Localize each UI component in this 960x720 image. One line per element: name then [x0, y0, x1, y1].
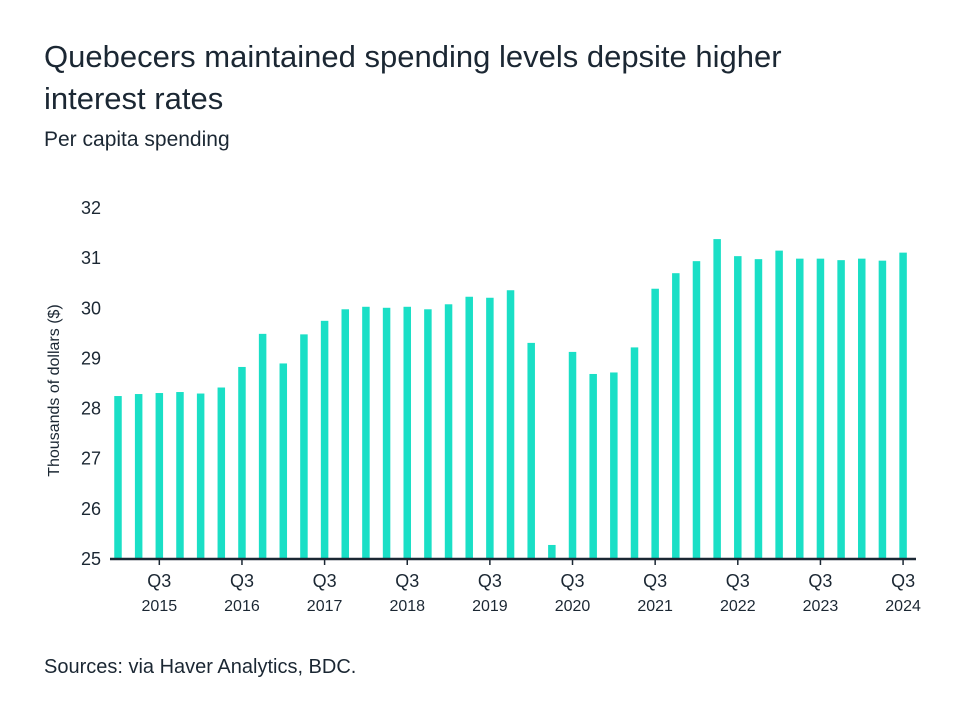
bar	[692, 261, 701, 558]
bar	[424, 309, 432, 558]
bar	[155, 393, 164, 558]
chart-title: Quebecers maintained spending levels dep…	[44, 39, 782, 116]
x-tick-year: 2020	[555, 598, 591, 615]
bar	[217, 387, 226, 558]
bar	[196, 393, 205, 558]
bar	[754, 259, 763, 558]
bar	[238, 366, 246, 558]
x-tick-quarter: Q3	[726, 571, 750, 591]
bar	[444, 304, 453, 558]
bar	[878, 260, 887, 558]
x-tick-year: 2022	[720, 598, 756, 615]
bar	[713, 239, 721, 558]
y-tick-label: 32	[81, 198, 101, 218]
bar	[258, 333, 267, 558]
x-tick-quarter: Q3	[808, 571, 832, 591]
x-tick-quarter: Q3	[313, 571, 337, 591]
x-tick-year: 2016	[224, 598, 260, 615]
bar	[320, 320, 329, 558]
bar	[527, 342, 535, 558]
x-tick-year: 2024	[885, 598, 921, 615]
x-tick-year: 2019	[472, 598, 508, 615]
bar	[630, 347, 639, 558]
bar	[548, 544, 556, 558]
bar	[610, 372, 618, 558]
x-tick-year: 2023	[803, 598, 839, 615]
bar	[858, 258, 866, 558]
bar	[341, 309, 350, 558]
y-tick-label: 26	[81, 499, 101, 519]
y-tick-label: 31	[81, 248, 101, 268]
bar	[734, 256, 742, 558]
bar	[506, 290, 515, 558]
bar	[382, 307, 391, 558]
y-tick-label: 25	[81, 549, 101, 569]
bar	[816, 258, 825, 558]
x-tick-year: 2021	[637, 598, 673, 615]
bar	[465, 296, 473, 558]
y-tick-label: 27	[81, 449, 101, 469]
bar	[672, 273, 680, 558]
y-tick-label: 29	[81, 348, 101, 368]
x-tick-quarter: Q3	[561, 571, 585, 591]
x-tick-quarter: Q3	[147, 571, 171, 591]
bar	[837, 260, 845, 558]
y-tick-label: 28	[81, 399, 101, 419]
y-axis-label: Thousands of dollars ($)	[46, 304, 63, 477]
x-tick-quarter: Q3	[478, 571, 502, 591]
bar	[899, 252, 907, 558]
x-tick-quarter: Q3	[643, 571, 667, 591]
bar	[568, 351, 577, 558]
bar	[796, 258, 804, 558]
bar	[279, 363, 288, 558]
bar	[300, 334, 308, 558]
x-tick-quarter: Q3	[230, 571, 254, 591]
chart-subtitle: Per capita spending	[44, 128, 230, 151]
y-tick-label: 30	[81, 298, 101, 318]
x-tick-year: 2018	[389, 598, 425, 615]
x-tick-quarter: Q3	[891, 571, 915, 591]
bar	[403, 306, 411, 558]
bar	[651, 288, 659, 558]
bar	[134, 394, 143, 558]
bar	[589, 373, 597, 558]
bar	[114, 396, 122, 558]
bar	[176, 392, 184, 558]
x-tick-quarter: Q3	[395, 571, 419, 591]
source-note: Sources: via Haver Analytics, BDC.	[44, 656, 357, 678]
bar	[775, 250, 783, 559]
x-tick-year: 2015	[142, 598, 178, 615]
bar	[362, 306, 370, 558]
x-tick-year: 2017	[307, 598, 343, 615]
bar	[486, 297, 494, 558]
